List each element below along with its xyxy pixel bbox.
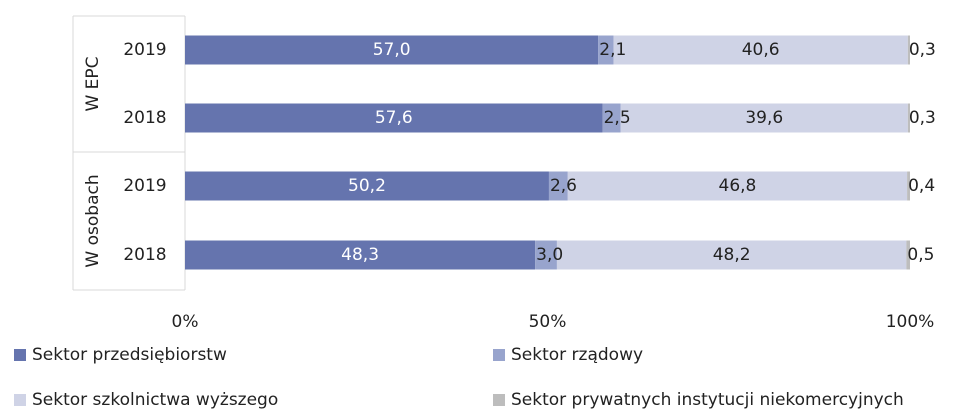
- bar-segment: [613, 35, 908, 65]
- bar-segment: [620, 103, 908, 133]
- group-label: W osobach: [83, 174, 103, 267]
- data-label: 57,6: [375, 108, 413, 128]
- bar-segment: [185, 171, 549, 201]
- data-label: 50,2: [348, 176, 386, 196]
- data-label: 0,4: [908, 176, 935, 196]
- legend-item: Sektor szkolnictwa wyższego: [14, 390, 278, 410]
- data-label: 3,0: [536, 245, 563, 265]
- bar-segment: [185, 35, 599, 65]
- legend-label: Sektor prywatnych instytucji niekomercyj…: [511, 390, 904, 410]
- legend-item: Sektor prywatnych instytucji niekomercyj…: [493, 390, 904, 410]
- x-tick-label: 0%: [172, 312, 199, 332]
- bar-segment: [185, 103, 603, 133]
- legend-label: Sektor rządowy: [511, 345, 644, 365]
- bar-segment: [907, 103, 910, 133]
- bar-segment: [906, 240, 910, 270]
- category-label: 2018: [123, 245, 166, 265]
- legend-label: Sektor przedsiębiorstw: [32, 345, 227, 365]
- bar-segment: [907, 35, 910, 65]
- data-label: 48,2: [713, 245, 751, 265]
- legend-item: Sektor przedsiębiorstw: [14, 345, 227, 365]
- x-tick-label: 50%: [529, 312, 567, 332]
- x-tick-label: 100%: [886, 312, 935, 332]
- bar-segment: [907, 171, 910, 201]
- bar-segment: [556, 240, 907, 270]
- data-label: 0,3: [909, 40, 936, 60]
- data-label: 39,6: [745, 108, 783, 128]
- data-label: 2,1: [599, 40, 626, 60]
- bar-segment: [567, 171, 908, 201]
- chart-labels: W EPC 2019 2018 W osobach 2019 2018 0% 50% 100% 5…: [83, 40, 936, 332]
- data-label: 2,5: [604, 108, 631, 128]
- chart-bars: [185, 35, 910, 270]
- bar-segment: [548, 171, 568, 201]
- category-label: 2019: [123, 176, 166, 196]
- legend-item: Sektor rządowy: [493, 345, 643, 365]
- category-label: 2019: [123, 40, 166, 60]
- legend-swatch: [14, 349, 26, 361]
- legend-swatch: [14, 394, 26, 406]
- bar-segment: [602, 103, 621, 133]
- data-label: 48,3: [341, 245, 379, 265]
- data-label: 40,6: [742, 40, 780, 60]
- chart-legend: Sektor przedsiębiorstw Sektor rządowy Sekt…: [0, 340, 954, 412]
- data-label: 0,5: [907, 245, 934, 265]
- stacked-bar-chart: W EPC 2019 2018 W osobach 2019 2018 0% 50% 100% 5…: [72, 15, 936, 332]
- legend-label: Sektor szkolnictwa wyższego: [32, 390, 279, 410]
- legend-swatch: [493, 349, 505, 361]
- legend-swatch: [493, 394, 505, 406]
- data-label: 46,8: [719, 176, 757, 196]
- group-label: W EPC: [83, 56, 103, 111]
- bar-segment: [598, 35, 614, 65]
- data-label: 0,3: [909, 108, 936, 128]
- bar-segment: [185, 240, 536, 270]
- bar-segment: [535, 240, 557, 270]
- data-label: 57,0: [373, 40, 411, 60]
- data-label: 2,6: [550, 176, 577, 196]
- category-label: 2018: [123, 108, 166, 128]
